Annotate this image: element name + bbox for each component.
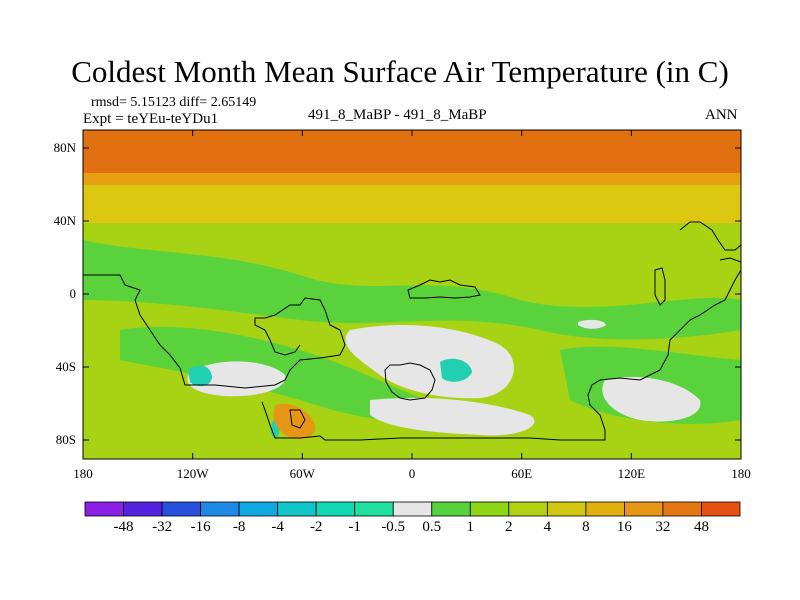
case-label: 491_8_MaBP - 491_8_MaBP — [308, 107, 487, 123]
lat-label: 80S — [55, 432, 76, 447]
lon-label: 0 — [408, 466, 416, 481]
colorbar-swatch — [662, 501, 702, 517]
colorbar-swatch — [123, 501, 163, 517]
experiment-label: Expt = teYEu-teYDu1 — [83, 111, 219, 127]
colorbar-label: -8 — [232, 519, 246, 535]
lat-label: 0 — [69, 286, 77, 301]
colorbar-label: -2 — [309, 519, 323, 535]
bright-green-region-1 — [83, 240, 741, 340]
colorbar-swatch — [546, 501, 587, 517]
colorbar-swatch — [431, 501, 471, 517]
colorbar-label: -48 — [113, 519, 134, 535]
lon-label: 120E — [617, 466, 646, 481]
colorbar-label: 0.5 — [422, 519, 442, 535]
colorbar-swatch — [624, 501, 664, 517]
colorbar-swatch — [354, 501, 394, 517]
colorbar-label: 1 — [466, 519, 475, 535]
near-zero-region-4 — [602, 376, 701, 422]
cyan-region-1 — [188, 365, 212, 387]
coastline-outline — [83, 221, 741, 441]
rmsd-diff-stats: rmsd= 5.15123 diff= 2.65149 — [91, 95, 257, 110]
near-zero-region-1 — [187, 361, 286, 397]
colorbar-swatch — [585, 501, 625, 517]
colorbar-label: -0.5 — [381, 519, 406, 535]
colorbar-swatch — [200, 501, 240, 517]
colorbar-swatch — [469, 501, 510, 517]
high-lat-band — [83, 173, 741, 185]
colorbar-label: -32 — [152, 519, 173, 535]
colorbar-label: 16 — [616, 519, 632, 535]
lon-label: 60E — [511, 466, 533, 481]
lat-label: 40N — [53, 213, 76, 228]
colorbar-label: -1 — [348, 519, 361, 535]
lat-label: 40S — [55, 359, 76, 374]
lon-label: 180 — [731, 466, 751, 481]
colorbar-label: 48 — [694, 519, 709, 535]
colorbar-label: 32 — [655, 519, 671, 535]
colorbar — [84, 501, 741, 517]
colorbar-label: -4 — [271, 519, 284, 535]
map-title: Coldest Month Mean Surface Air Temperatu… — [71, 54, 729, 89]
near-zero-region-2 — [345, 325, 514, 399]
colorbar-swatch — [277, 501, 317, 517]
lat-label: 80N — [53, 140, 76, 155]
colorbar-swatch — [701, 501, 741, 517]
colorbar-swatch — [508, 501, 548, 517]
colorbar-label: 2 — [505, 519, 513, 535]
colorbar-label: -16 — [190, 519, 211, 535]
colorbar-label: 8 — [582, 519, 590, 535]
colorbar-swatch — [392, 501, 433, 517]
colorbar-label: 4 — [543, 519, 552, 535]
colorbar-swatch — [161, 501, 201, 517]
near-zero-region-5 — [578, 319, 606, 329]
lon-label: 120W — [176, 466, 209, 481]
lon-label: 60W — [289, 466, 315, 481]
latitude-ticks — [83, 147, 741, 441]
colorbar-swatch — [315, 501, 356, 517]
mid-lat-band — [83, 185, 741, 223]
cyan-region-2 — [440, 358, 472, 382]
lon-label: 180 — [73, 466, 93, 481]
colorbar-swatch — [238, 501, 279, 517]
orange-anomaly-region — [273, 403, 316, 439]
colorbar-swatch — [84, 501, 124, 517]
longitude-ticks — [192, 130, 632, 459]
near-zero-region-3 — [370, 397, 535, 436]
season-label: ANN — [705, 107, 738, 123]
arctic-warm-band — [83, 130, 741, 173]
